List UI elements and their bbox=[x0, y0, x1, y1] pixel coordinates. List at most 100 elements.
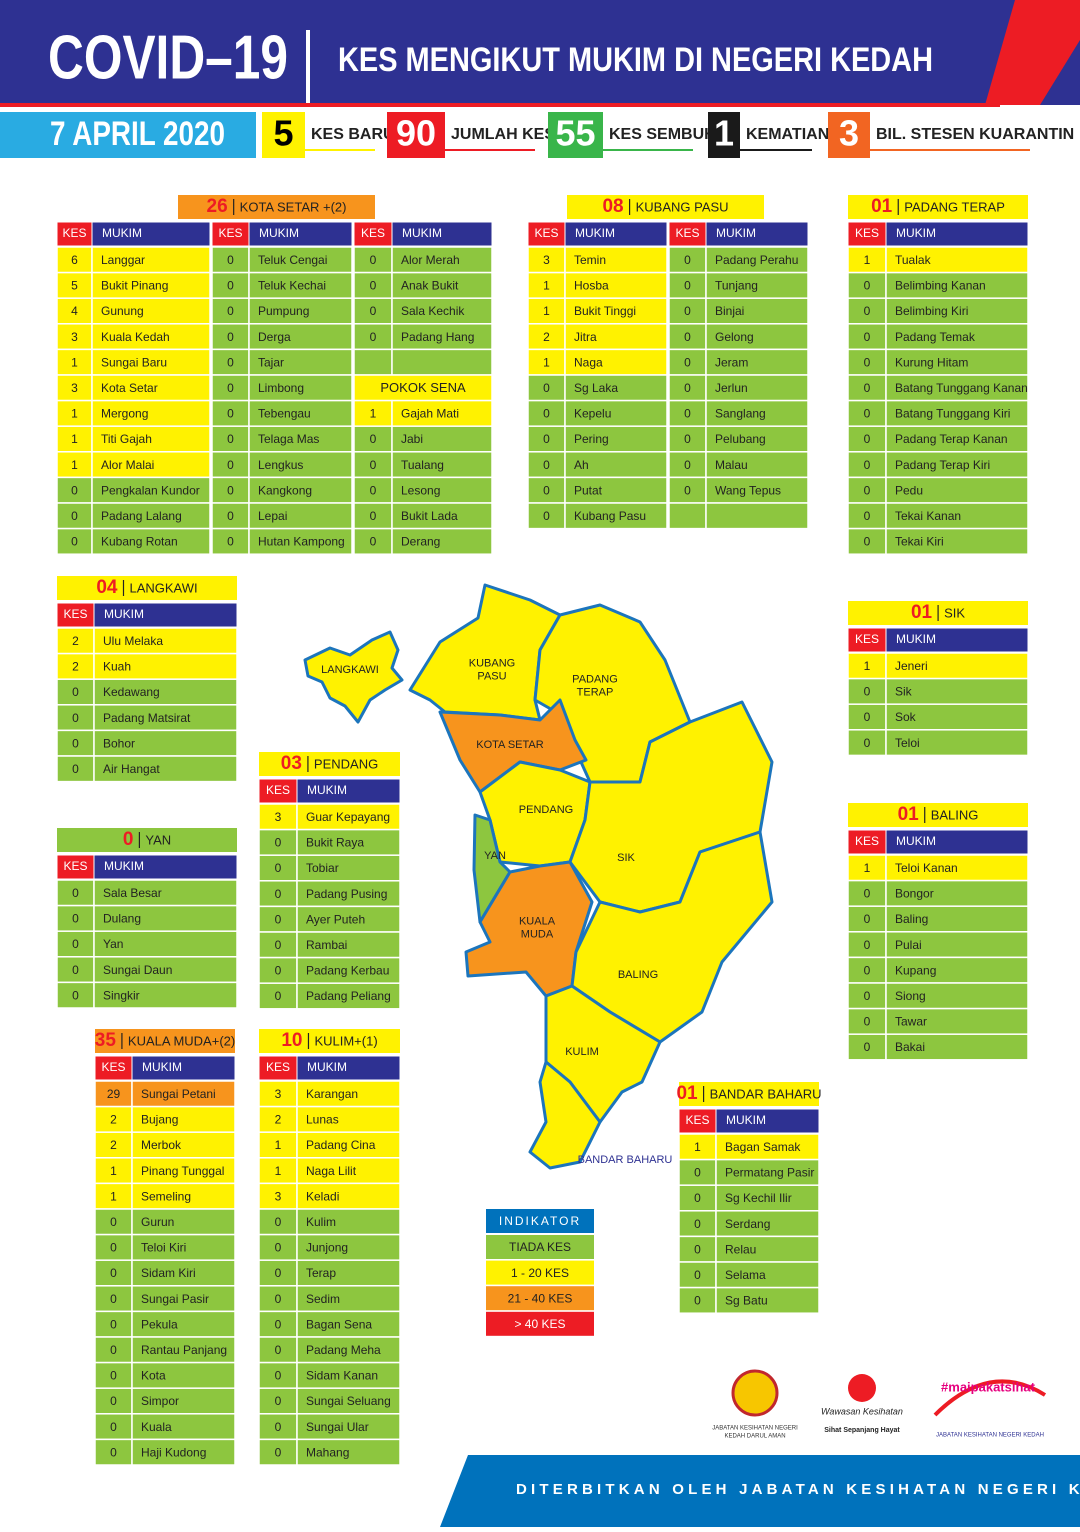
kes-value: 0 bbox=[275, 938, 282, 952]
mukim-cell bbox=[131, 1361, 236, 1389]
kes-cell bbox=[527, 399, 566, 427]
legend-swatch bbox=[486, 1235, 594, 1259]
mukim-name: Serdang bbox=[725, 1217, 770, 1231]
mukim-cell bbox=[296, 1285, 401, 1313]
header-accent bbox=[985, 0, 1080, 105]
kes-cell bbox=[258, 1105, 298, 1133]
kes-value: 0 bbox=[275, 964, 282, 978]
mukim-name: Jabi bbox=[401, 432, 423, 446]
kes-cell bbox=[258, 828, 298, 856]
kes-value: 0 bbox=[543, 509, 550, 523]
mukim-cell bbox=[885, 652, 1029, 680]
legend-label: > 40 KES bbox=[514, 1317, 565, 1331]
mukim-name: Haji Kudong bbox=[141, 1445, 206, 1459]
mukim-name: Derang bbox=[401, 535, 440, 549]
district-title-box bbox=[848, 803, 1028, 827]
mukim-name: Bukit Tinggi bbox=[574, 304, 636, 318]
kes-header-label: KES bbox=[675, 226, 699, 240]
mukim-name: Pulai bbox=[895, 938, 922, 952]
kes-value: 0 bbox=[275, 989, 282, 1003]
mukim-cell bbox=[91, 502, 211, 530]
mukim-cell bbox=[391, 476, 493, 504]
mukim-name: Kuah bbox=[103, 660, 131, 674]
mukim-name: Mahang bbox=[306, 1445, 349, 1459]
mukim-name: Sungai Baru bbox=[101, 355, 167, 369]
kes-header-label: KES bbox=[63, 607, 87, 621]
mukim-cell bbox=[705, 476, 809, 504]
mukim-name: Ayer Puteh bbox=[306, 912, 365, 926]
legend-title-box bbox=[486, 1209, 594, 1233]
mukim-name: Teloi Kiri bbox=[141, 1241, 186, 1255]
kes-value: 1 bbox=[71, 407, 78, 421]
mukim-name: Kedawang bbox=[103, 685, 160, 699]
mukim-name: Sungai Ular bbox=[306, 1420, 369, 1434]
kes-value: 1 bbox=[370, 407, 377, 421]
mukim-cell bbox=[93, 879, 238, 907]
kes-cell bbox=[668, 502, 707, 530]
mukim-name: Bujang bbox=[141, 1113, 178, 1127]
logos: JABATAN KESIHATAN NEGERI KEDAH DARUL AMAN… bbox=[712, 1369, 1047, 1440]
kes-value: 0 bbox=[864, 407, 871, 421]
kes-cell bbox=[94, 1233, 133, 1261]
kes-value: 1 bbox=[543, 279, 550, 293]
mukim-header-label: MUKIM bbox=[402, 226, 442, 240]
kes-value: 0 bbox=[370, 253, 377, 267]
stat-box bbox=[548, 112, 603, 158]
kes-cell bbox=[56, 930, 95, 958]
district-table: 35 KUALA MUDA+(2)KES MUKIM 29 Sungai Petani 2… bbox=[94, 1029, 236, 1466]
kes-cell bbox=[847, 703, 887, 731]
mukim-header bbox=[296, 778, 401, 804]
map-region bbox=[303, 630, 404, 724]
kes-cell bbox=[353, 246, 393, 274]
kes-value: 0 bbox=[370, 304, 377, 318]
mukim-name: Padang Matsirat bbox=[103, 711, 191, 725]
mukim-cell bbox=[885, 931, 1029, 959]
kes-value: 0 bbox=[684, 253, 691, 267]
kes-value: 0 bbox=[864, 483, 871, 497]
district-name: BALING bbox=[931, 807, 979, 822]
mukim-cell bbox=[885, 956, 1029, 984]
logo-caption: JABATAN KESIHATAN NEGERI bbox=[712, 1426, 798, 1432]
mukim-cell bbox=[91, 451, 211, 479]
kes-cell bbox=[56, 425, 93, 453]
kes-value: 0 bbox=[864, 736, 871, 750]
mukim-cell bbox=[131, 1285, 236, 1313]
mukim-name: Sungai Seluang bbox=[306, 1394, 391, 1408]
mukim-name: Air Hangat bbox=[103, 762, 160, 776]
kes-cell bbox=[678, 1210, 717, 1238]
footer-text: DITERBITKAN OLEH JABATAN KESIHATAN NEGER… bbox=[516, 1481, 1080, 1498]
legend-label: TIADA KES bbox=[509, 1240, 571, 1254]
kes-value: 0 bbox=[684, 279, 691, 293]
mukim-name: Sidam Kiri bbox=[141, 1266, 196, 1280]
kes-value: 0 bbox=[543, 483, 550, 497]
stat-label: KES SEMBUH bbox=[609, 126, 716, 143]
mukim-name: Gajah Mati bbox=[401, 407, 459, 421]
map-label: BANDAR BAHARU bbox=[578, 1154, 673, 1166]
mukim-name: Bukit Raya bbox=[306, 836, 364, 850]
kes-value: 0 bbox=[275, 1445, 282, 1459]
mukim-cell bbox=[705, 348, 809, 376]
kes-value: 0 bbox=[864, 1040, 871, 1054]
kes-cell bbox=[94, 1105, 133, 1133]
mukim-cell bbox=[131, 1157, 236, 1185]
kes-value: 0 bbox=[694, 1294, 701, 1308]
district-table: 01 SIK KES MUKIM 1 Jeneri 0 Sik 0 Sok 0 Teloi bbox=[847, 601, 1029, 757]
kes-value: 0 bbox=[864, 458, 871, 472]
kes-cell bbox=[847, 476, 887, 504]
mukim-name: Kepelu bbox=[574, 407, 611, 421]
stat-underline bbox=[445, 149, 535, 151]
kes-header bbox=[353, 221, 393, 247]
kes-cell bbox=[847, 931, 887, 959]
mukim-name: Bukit Lada bbox=[401, 509, 458, 523]
mukim-name: Sungai Petani bbox=[141, 1087, 216, 1101]
mukim-name: Batang Tunggang Kiri bbox=[895, 407, 1010, 421]
mukim-header-label: MUKIM bbox=[259, 226, 299, 240]
kes-cell bbox=[847, 297, 887, 325]
kes-header bbox=[847, 829, 887, 855]
kes-value: 1 bbox=[275, 1138, 282, 1152]
mukim-name: Semeling bbox=[141, 1189, 191, 1203]
mukim-name: Simpor bbox=[141, 1394, 179, 1408]
kes-value: 0 bbox=[694, 1268, 701, 1282]
mukim-cell bbox=[131, 1080, 236, 1108]
